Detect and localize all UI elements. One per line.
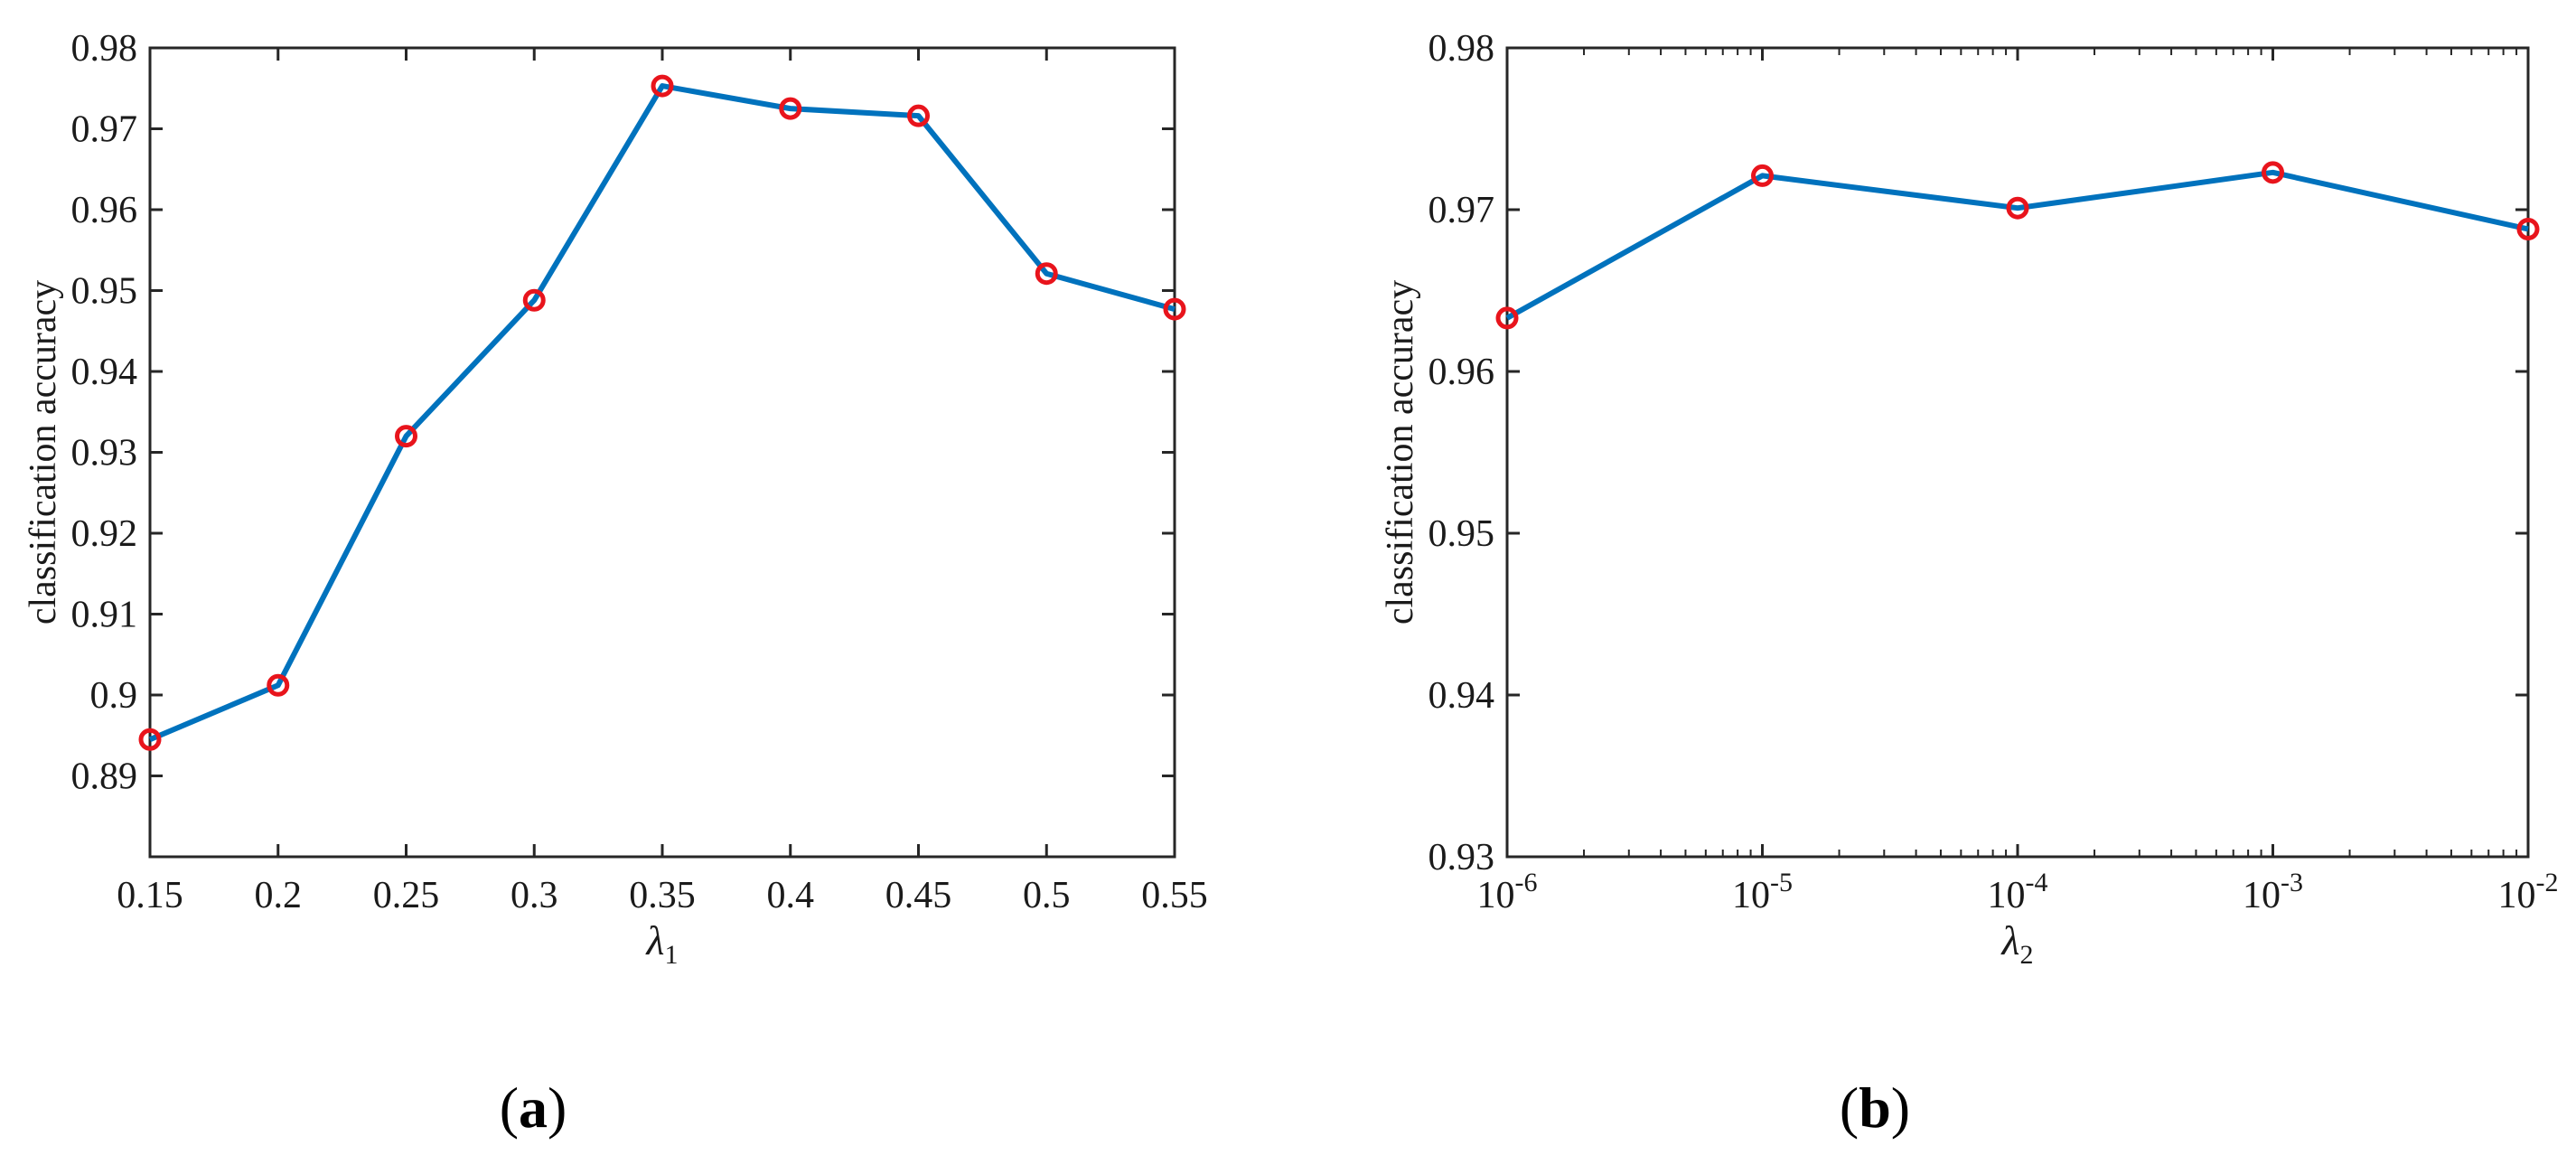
x-tick-label: 0.55: [1141, 875, 1208, 916]
data-point: [907, 104, 930, 127]
x-tick-label: 0.45: [885, 875, 952, 916]
data-point: [395, 425, 417, 448]
data-point: [267, 673, 290, 697]
x-tick-label: 0.2: [255, 875, 303, 916]
plot-frame: [148, 46, 1176, 859]
y-tick-label: 0.96: [71, 190, 138, 231]
series-line: [148, 83, 1176, 742]
chart-b: 0.93 0.94 0.95 0.96 0.97 0.98 10-6 10-5 10-4 10-3…: [1380, 28, 2559, 1140]
x-tick-label: 10-2: [2498, 868, 2559, 916]
x-tick-label: 10-4: [1988, 868, 2048, 916]
x-tick-label: 0.15: [117, 875, 183, 916]
x-axis-label: λ2: [2000, 917, 2034, 970]
panel-label: (b): [1840, 1075, 1910, 1140]
x-tick-label: 0.4: [767, 875, 815, 916]
data-point: [651, 74, 674, 98]
y-tick-label: 0.9: [90, 675, 138, 717]
series-line: [1505, 169, 2529, 321]
y-tick-label: 0.97: [1429, 190, 1495, 231]
x-axis-label: λ1: [645, 917, 679, 970]
data-point: [1495, 306, 1519, 330]
x-tick-label: 0.35: [629, 875, 696, 916]
data-point: [1035, 262, 1058, 286]
y-tick-label: 0.94: [71, 352, 138, 393]
y-axis-label: classification accuracy: [1380, 280, 1421, 625]
chart-a: 0.89 0.9 0.91 0.92 0.93 0.94 0.95 0.96 0.97 0.98 0…: [23, 28, 1208, 1140]
x-tick-label: 0.3: [511, 875, 558, 916]
x-tick-label: 0.5: [1023, 875, 1071, 916]
plot-frame: [1505, 46, 2530, 859]
data-point: [779, 97, 802, 120]
y-tick-label: 0.89: [71, 756, 138, 798]
y-tick-label: 0.98: [1429, 28, 1495, 70]
y-tick-label: 0.98: [71, 28, 138, 70]
y-tick-label: 0.91: [71, 595, 138, 636]
data-point: [1163, 297, 1186, 321]
x-tick-label: 10-5: [1732, 868, 1793, 916]
data-point: [2516, 217, 2540, 240]
data-point: [138, 728, 162, 751]
data-point: [2262, 161, 2284, 184]
y-tick-label: 0.96: [1429, 352, 1495, 393]
data-point: [522, 288, 546, 312]
x-tick-label: 10-3: [2243, 868, 2303, 916]
data-point: [1751, 164, 1774, 187]
y-tick-label: 0.94: [1429, 675, 1495, 717]
y-tick-label: 0.95: [1429, 513, 1495, 555]
x-tick-label: 10-6: [1477, 868, 1538, 916]
y-tick-label: 0.92: [71, 513, 138, 555]
panel-label: (a): [500, 1075, 567, 1140]
x-tick-label: 0.25: [373, 875, 440, 916]
y-tick-label: 0.97: [71, 109, 138, 151]
data-point: [2006, 196, 2029, 220]
y-tick-label: 0.93: [71, 433, 138, 474]
y-tick-label: 0.93: [1429, 837, 1495, 878]
y-axis-label: classification accuracy: [23, 280, 64, 625]
y-tick-label: 0.95: [71, 271, 138, 313]
